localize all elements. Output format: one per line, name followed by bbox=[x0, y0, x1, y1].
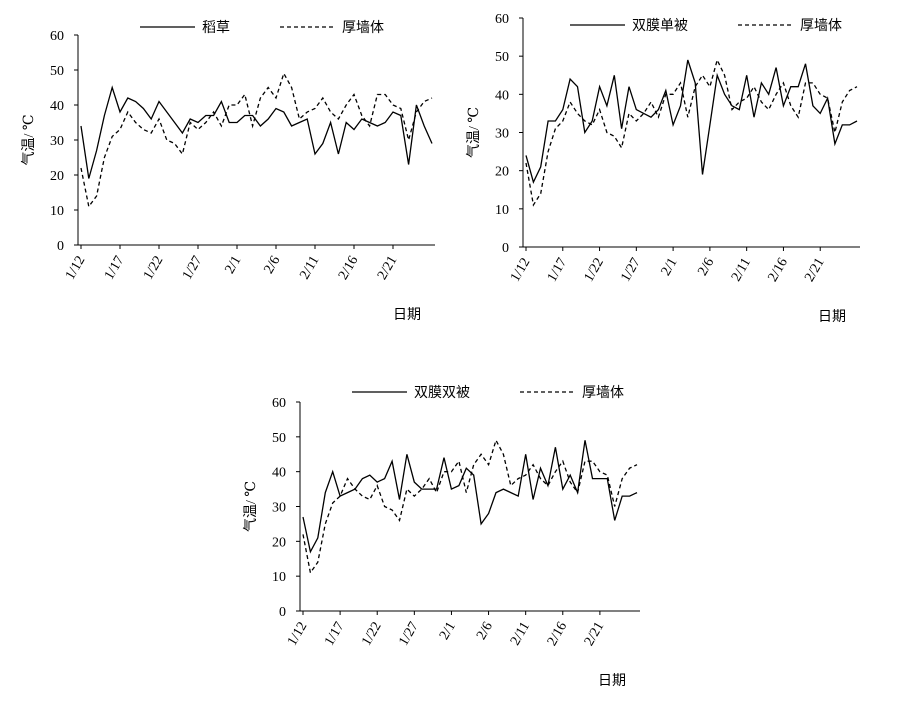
x-tick-label: 2/21 bbox=[582, 620, 607, 649]
legend-label: 厚墙体 bbox=[582, 385, 624, 401]
y-tick-label: 0 bbox=[279, 605, 286, 620]
x-tick-label: 2/16 bbox=[765, 256, 790, 285]
x-axis-label: 日期 bbox=[393, 307, 421, 323]
x-tick-label: 1/27 bbox=[396, 620, 421, 649]
x-axis-label: 日期 bbox=[598, 673, 626, 689]
y-axis-label: 气温/ ℃ bbox=[243, 481, 259, 532]
x-tick-label: 2/6 bbox=[695, 256, 717, 279]
y-tick-label: 30 bbox=[50, 134, 64, 149]
legend-label: 稻草 bbox=[202, 20, 230, 36]
x-tick-label: 1/27 bbox=[618, 256, 643, 285]
x-tick-label: 2/11 bbox=[297, 254, 322, 283]
series-line bbox=[525, 58, 858, 207]
legend-label: 厚墙体 bbox=[800, 18, 842, 34]
legend-label: 双膜单被 bbox=[632, 18, 688, 34]
series-line bbox=[80, 71, 433, 209]
legend-label: 厚墙体 bbox=[342, 20, 384, 36]
y-tick-label: 40 bbox=[272, 466, 286, 481]
chart: 0 10 20 30 40 50 60 1/12 1/17 1/22 1/27 2/1 2/6 2/11 2… bbox=[21, 20, 435, 323]
x-tick-label: 2/1 bbox=[223, 254, 245, 277]
x-tick-label: 2/21 bbox=[375, 254, 400, 283]
y-tick-label: 40 bbox=[50, 99, 64, 114]
x-tick-label: 1/22 bbox=[582, 256, 607, 285]
x-tick-label: 1/17 bbox=[102, 254, 127, 283]
y-tick-label: 60 bbox=[272, 396, 286, 411]
y-tick-label: 40 bbox=[495, 88, 509, 103]
series-line bbox=[302, 440, 638, 554]
series-line bbox=[302, 438, 638, 575]
x-tick-label: 1/22 bbox=[141, 254, 166, 283]
y-axis-label: 气温/ ℃ bbox=[21, 114, 37, 165]
y-tick-label: 0 bbox=[502, 241, 509, 256]
y-tick-label: 50 bbox=[495, 50, 509, 65]
x-tick-label: 2/16 bbox=[336, 254, 361, 283]
x-tick-label: 1/22 bbox=[359, 620, 384, 649]
series-line bbox=[80, 85, 433, 179]
x-tick-label: 1/12 bbox=[63, 254, 88, 283]
y-tick-label: 50 bbox=[50, 64, 64, 79]
x-tick-label: 2/1 bbox=[659, 256, 681, 279]
series-line bbox=[525, 59, 858, 184]
y-axis-label: 气温/ ℃ bbox=[466, 107, 482, 158]
x-tick-label: 1/17 bbox=[322, 620, 347, 649]
y-tick-label: 10 bbox=[495, 203, 509, 218]
x-axis-label: 日期 bbox=[818, 309, 846, 325]
y-tick-label: 10 bbox=[50, 204, 64, 219]
x-tick-label: 2/6 bbox=[474, 620, 496, 643]
y-tick-label: 0 bbox=[57, 239, 64, 254]
x-tick-label: 2/11 bbox=[729, 256, 754, 285]
chart: 0 10 20 30 40 50 60 1/12 1/17 1/22 1/27 2/1 2/6 2/11 2… bbox=[243, 385, 640, 689]
x-tick-label: 1/12 bbox=[508, 256, 533, 285]
y-tick-label: 60 bbox=[50, 29, 64, 44]
x-tick-label: 2/6 bbox=[262, 254, 284, 277]
y-tick-label: 60 bbox=[495, 12, 509, 27]
y-tick-label: 30 bbox=[272, 501, 286, 516]
x-tick-label: 1/12 bbox=[285, 620, 310, 649]
legend-label: 双膜双被 bbox=[414, 385, 470, 401]
y-tick-label: 20 bbox=[50, 169, 64, 184]
x-tick-label: 2/1 bbox=[437, 620, 459, 643]
x-tick-label: 2/11 bbox=[508, 620, 533, 649]
y-tick-label: 10 bbox=[272, 570, 286, 585]
x-tick-label: 2/16 bbox=[545, 620, 570, 649]
x-tick-label: 1/17 bbox=[545, 256, 570, 285]
x-tick-label: 2/21 bbox=[802, 256, 827, 285]
x-tick-label: 1/27 bbox=[180, 254, 205, 283]
y-tick-label: 20 bbox=[272, 535, 286, 550]
chart: 0 10 20 30 40 50 60 1/12 1/17 1/22 1/27 2/1 2/6 2/11 2… bbox=[466, 12, 860, 325]
y-tick-label: 50 bbox=[272, 431, 286, 446]
y-tick-label: 30 bbox=[495, 127, 509, 142]
y-tick-label: 20 bbox=[495, 165, 509, 180]
